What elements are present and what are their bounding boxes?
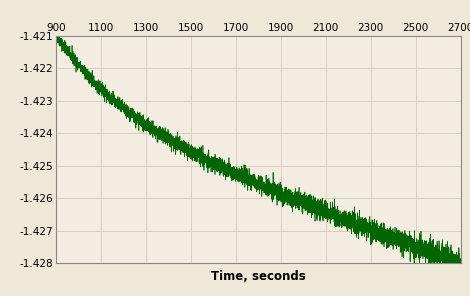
X-axis label: Time, seconds: Time, seconds bbox=[211, 270, 306, 283]
